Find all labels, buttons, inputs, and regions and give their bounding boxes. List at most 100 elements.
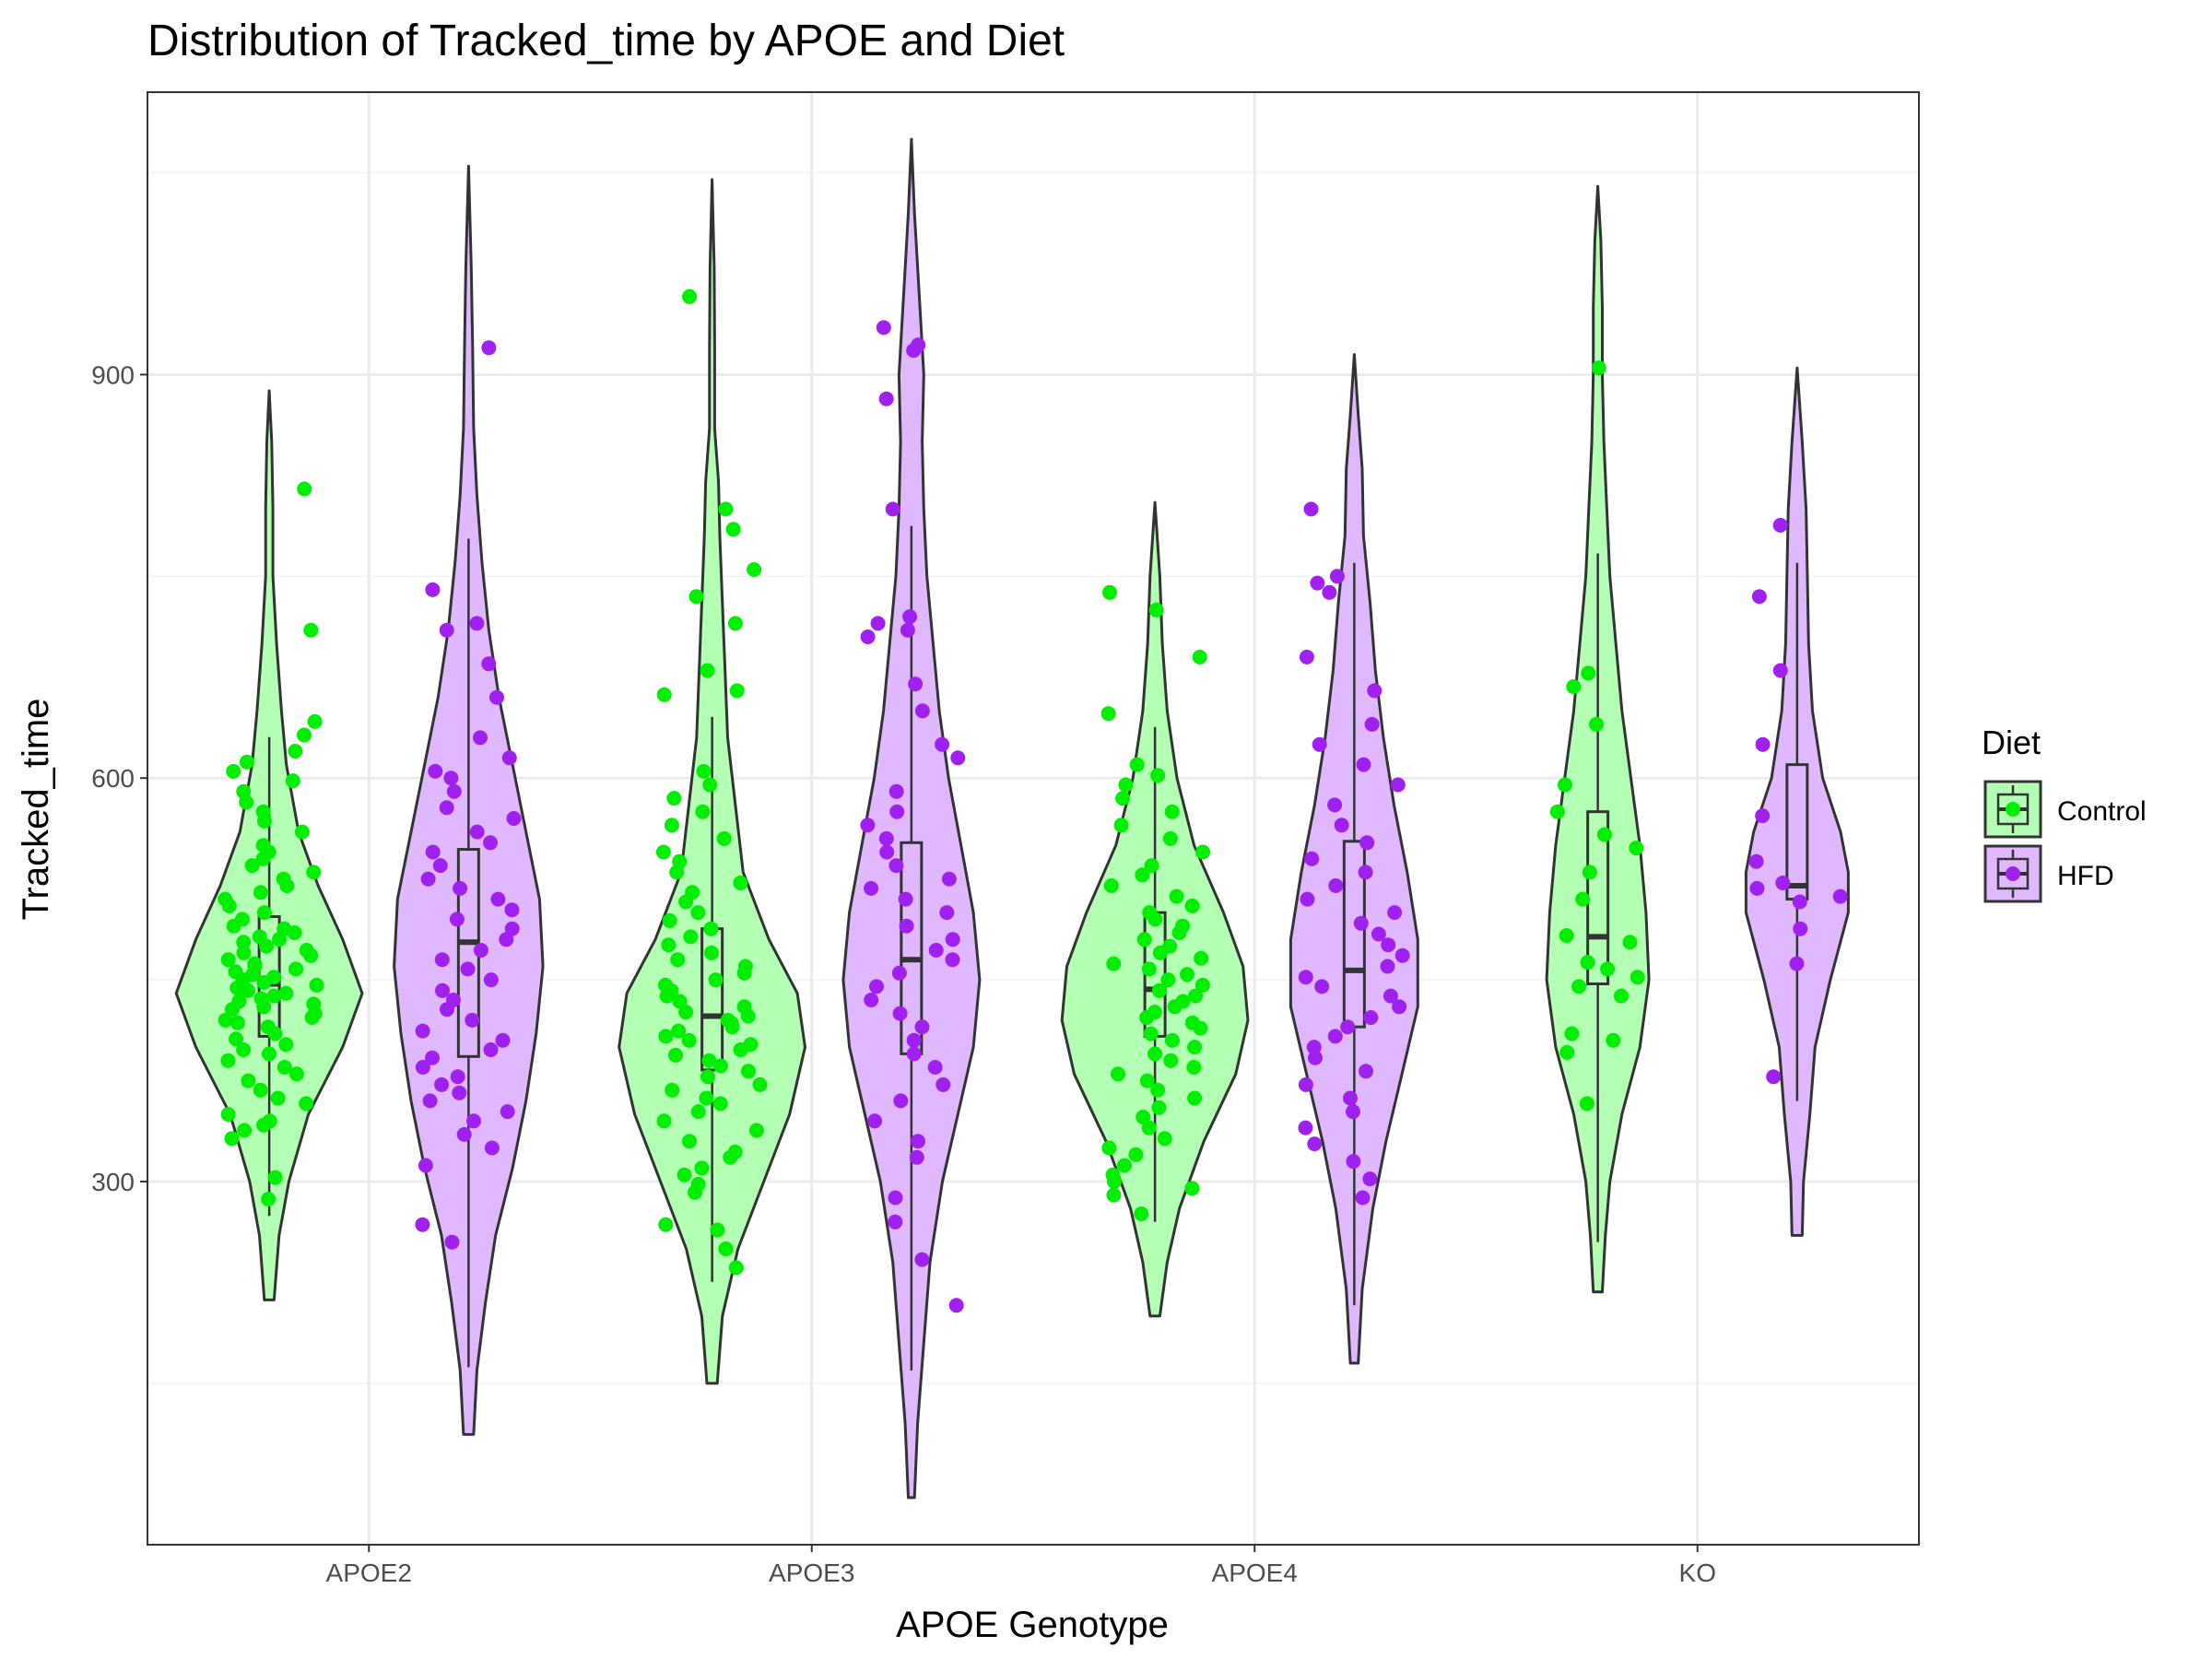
data-point-control (278, 985, 294, 1001)
data-point-hfd (1310, 575, 1325, 591)
data-point-hfd (434, 1077, 450, 1092)
data-point-hfd (425, 844, 441, 860)
data-point-control (1629, 841, 1644, 856)
legend-entry-control: Control (1983, 780, 2147, 839)
data-point-control (1186, 1060, 1202, 1075)
data-point-hfd (950, 750, 966, 766)
data-point-control (704, 945, 719, 960)
x-tick-label: APOE4 (1212, 1559, 1298, 1587)
x-tick-label: KO (1679, 1559, 1716, 1587)
data-point-control (712, 1058, 728, 1074)
data-point-control (1184, 1015, 1200, 1030)
data-point-control (285, 773, 300, 789)
data-point-control (226, 763, 241, 779)
data-point-hfd (878, 391, 894, 406)
data-point-hfd (898, 891, 913, 907)
data-point-hfd (899, 918, 914, 934)
data-point-hfd (415, 1217, 430, 1232)
data-point-hfd (504, 902, 520, 918)
data-point-control (247, 956, 263, 971)
data-point-control (236, 935, 252, 950)
data-point-control (661, 937, 677, 953)
data-point-hfd (885, 501, 900, 517)
data-point-control (718, 501, 734, 517)
data-point-control (309, 977, 324, 993)
data-point-control (297, 727, 312, 743)
data-point-control (1589, 716, 1604, 732)
data-point-control (1188, 988, 1203, 1004)
data-point-control (718, 1241, 734, 1256)
data-point-control (260, 1019, 276, 1035)
data-point-hfd (1322, 584, 1337, 600)
data-point-control (710, 1222, 725, 1238)
data-point-control (1596, 827, 1612, 842)
data-point-control (224, 1131, 240, 1147)
data-point-control (1118, 777, 1134, 793)
data-point-hfd (879, 844, 895, 860)
data-point-hfd (443, 771, 459, 786)
data-point-control (236, 783, 252, 799)
data-point-control (228, 964, 243, 980)
data-point-hfd (1359, 835, 1375, 851)
data-point-hfd (1340, 1019, 1356, 1035)
data-point-control (695, 804, 711, 819)
data-point-control (728, 1260, 744, 1276)
data-point-hfd (864, 993, 879, 1007)
data-point-hfd (466, 1113, 481, 1129)
data-point-control (1600, 961, 1616, 977)
data-point-hfd (1394, 947, 1410, 963)
data-point-control (690, 1104, 706, 1120)
panel-border (147, 91, 1920, 1546)
data-point-control (262, 1046, 276, 1062)
y-tick-label: 600 (91, 764, 135, 793)
data-point-hfd (1353, 915, 1369, 931)
data-point-control (681, 1032, 697, 1048)
data-point-hfd (906, 1046, 922, 1062)
data-point-control (678, 1005, 694, 1020)
x-tick-label: APOE2 (326, 1559, 412, 1587)
data-point-control (1194, 950, 1209, 966)
data-point-hfd (867, 1113, 883, 1129)
data-point-hfd (473, 943, 488, 958)
data-point-hfd (1793, 921, 1808, 936)
data-point-hfd (420, 871, 436, 887)
data-point-hfd (1343, 1090, 1358, 1106)
data-point-hfd (908, 677, 924, 692)
data-point-control (229, 1015, 245, 1030)
data-point-control (1148, 602, 1164, 618)
data-point-hfd (860, 629, 876, 644)
data-point-hfd (914, 1019, 930, 1035)
data-point-control (700, 1069, 715, 1085)
data-point-control (1143, 1026, 1159, 1041)
data-point-control (276, 1060, 292, 1075)
data-point-hfd (1371, 926, 1386, 942)
data-point-control (231, 994, 247, 1009)
data-point-control (288, 1066, 304, 1082)
data-point-hfd (888, 1214, 903, 1230)
data-point-control (1559, 1044, 1575, 1060)
legend: Diet Control HFD (1982, 724, 2147, 903)
data-point-control (733, 876, 748, 890)
data-point-hfd (1363, 1010, 1379, 1025)
data-point-hfd (870, 616, 886, 631)
data-point-hfd (432, 858, 448, 874)
data-point-hfd (452, 1085, 467, 1100)
data-point-hfd (449, 912, 465, 927)
data-point-control (255, 838, 271, 853)
data-point-hfd (460, 961, 476, 977)
data-point-control (685, 885, 700, 900)
data-point-hfd (490, 891, 506, 907)
data-point-control (1144, 858, 1159, 874)
data-point-control (306, 996, 322, 1012)
data-point-control (1606, 1032, 1621, 1048)
data-point-hfd (1334, 818, 1349, 833)
data-point-hfd (1304, 851, 1320, 866)
data-point-hfd (1346, 1154, 1361, 1170)
y-tick-label: 900 (91, 360, 135, 389)
chart-title: Distribution of Tracked_time by APOE and… (147, 17, 1065, 65)
data-point-control (1111, 1066, 1125, 1082)
data-point-control (1139, 1073, 1155, 1088)
data-point-control (1558, 777, 1572, 793)
data-point-control (1136, 932, 1152, 947)
data-point-hfd (911, 1134, 925, 1149)
